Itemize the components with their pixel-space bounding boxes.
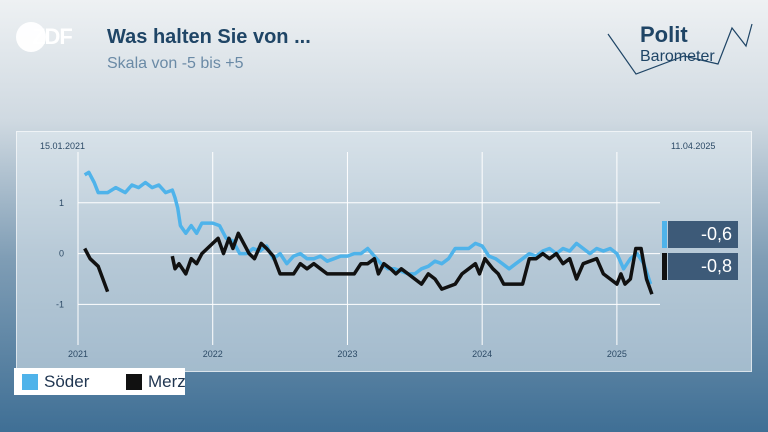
series-line-merz: [83, 231, 654, 295]
y-tick-label: 0: [59, 249, 64, 259]
end-date-label: 11.04.2025: [671, 141, 715, 151]
brand-line1: Polit: [640, 22, 688, 47]
politbarometer-logo: Polit Barometer: [600, 16, 760, 76]
legend-label-merz: Merz: [148, 372, 186, 391]
merz-value-marker: [662, 253, 667, 280]
chart-subtitle: Skala von -5 bis +5: [107, 55, 244, 72]
zdf-logo: ZDF: [16, 22, 78, 52]
chart-panel: [16, 131, 752, 372]
zdf-logo-text: ZDF: [32, 24, 73, 49]
chart-legend: Söder Merz: [14, 368, 186, 395]
legend-label-soeder: Söder: [44, 372, 90, 391]
zdf-logo-circle: [16, 22, 46, 52]
brand-line2: Barometer: [640, 48, 715, 65]
x-tick-label: 2025: [607, 349, 627, 359]
politbarometer-zigzag-icon: [607, 23, 753, 75]
start-date-label: 15.01.2021: [40, 141, 85, 151]
chart-title: Was halten Sie von ...: [107, 26, 311, 48]
merz-current-value: -0,8: [668, 253, 738, 280]
legend-swatch-merz: [126, 374, 142, 390]
soeder-current-value: -0,6: [668, 221, 738, 248]
x-tick-label: 2021: [68, 349, 88, 359]
y-tick-label: 1: [59, 198, 64, 208]
legend-swatch-soeder: [22, 374, 38, 390]
x-tick-label: 2024: [472, 349, 492, 359]
soeder-value-marker: [662, 221, 667, 248]
y-tick-label: -1: [56, 299, 64, 309]
series-line-soeder: [83, 170, 653, 285]
x-tick-label: 2023: [337, 349, 357, 359]
x-tick-label: 2022: [203, 349, 223, 359]
